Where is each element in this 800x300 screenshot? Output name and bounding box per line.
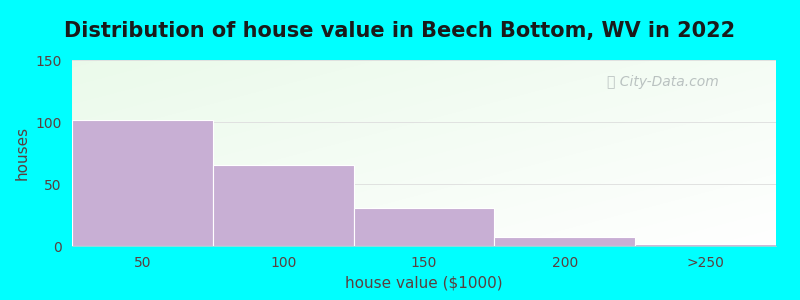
X-axis label: house value ($1000): house value ($1000) [345,276,503,291]
Bar [494,237,635,246]
Bar [72,119,213,246]
Bar [354,208,494,246]
Text: Distribution of house value in Beech Bottom, WV in 2022: Distribution of house value in Beech Bot… [65,21,735,41]
Y-axis label: houses: houses [14,126,30,180]
Bar [213,165,354,246]
Bar [635,244,776,246]
Text: ⓘ City-Data.com: ⓘ City-Data.com [607,75,718,89]
